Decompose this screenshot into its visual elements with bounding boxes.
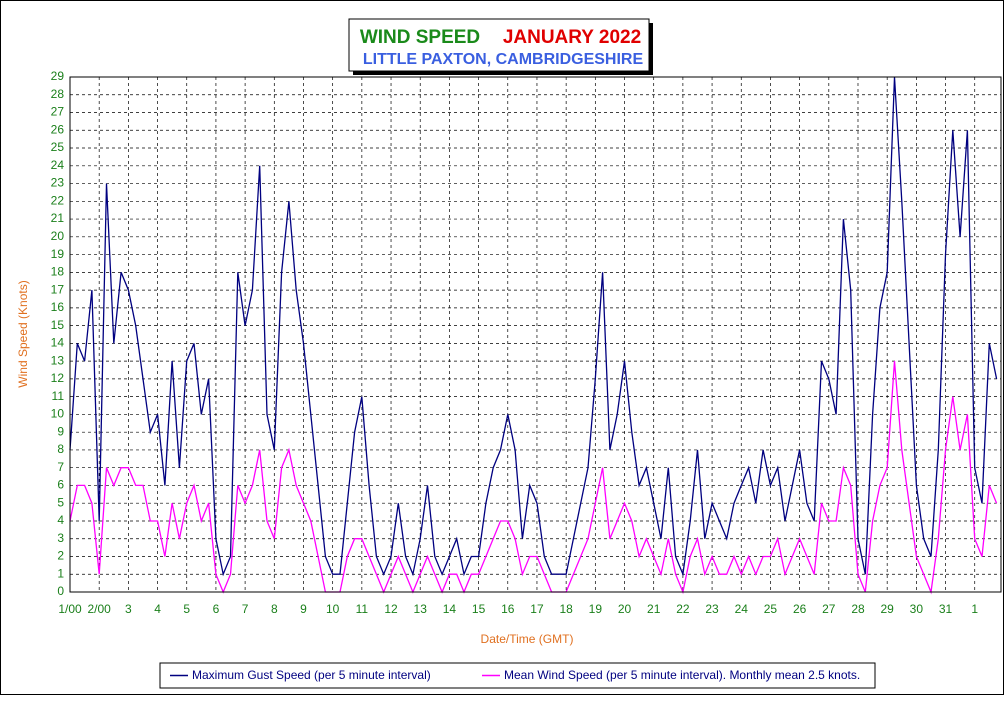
y-tick-label: 6 bbox=[57, 478, 64, 492]
x-tick-label: 22 bbox=[676, 602, 690, 616]
y-tick-label: 23 bbox=[51, 176, 65, 190]
x-tick-label: 19 bbox=[589, 602, 603, 616]
chart-subtitle: LITTLE PAXTON, CAMBRIDGESHIRE bbox=[363, 51, 644, 68]
series-line bbox=[69, 76, 998, 577]
x-tick-label: 24 bbox=[735, 602, 749, 616]
y-tick-label: 0 bbox=[57, 584, 64, 598]
x-tick-label: 23 bbox=[705, 602, 719, 616]
x-tick-label: 29 bbox=[880, 602, 894, 616]
legend-label: Mean Wind Speed (per 5 minute interval).… bbox=[504, 668, 860, 682]
y-tick-label: 7 bbox=[57, 460, 64, 474]
plot-area bbox=[69, 76, 1002, 593]
y-tick-label: 29 bbox=[51, 69, 65, 83]
y-tick-label: 20 bbox=[51, 229, 65, 243]
y-tick-label: 4 bbox=[57, 513, 64, 527]
x-tick-label: 16 bbox=[501, 602, 515, 616]
x-tick-label: 30 bbox=[910, 602, 924, 616]
x-tick-label: 1/00 bbox=[58, 602, 82, 616]
y-tick-label: 3 bbox=[57, 531, 64, 545]
y-tick-label: 11 bbox=[52, 389, 65, 403]
x-tick-label: 15 bbox=[472, 602, 486, 616]
x-tick-label: 8 bbox=[271, 602, 278, 616]
x-tick-label: 20 bbox=[618, 602, 632, 616]
x-tick-label: 10 bbox=[326, 602, 340, 616]
x-tick-label: 7 bbox=[242, 602, 249, 616]
x-tick-label: 13 bbox=[414, 602, 428, 616]
x-axis-label: Date/Time (GMT) bbox=[481, 632, 574, 646]
x-tick-label: 3 bbox=[125, 602, 132, 616]
x-tick-label: 17 bbox=[530, 602, 544, 616]
y-tick-label: 16 bbox=[51, 300, 65, 314]
chart-title-date: JANUARY 2022 bbox=[503, 27, 641, 48]
y-tick-label: 24 bbox=[51, 158, 65, 172]
y-tick-label: 8 bbox=[57, 442, 64, 456]
y-tick-label: 19 bbox=[51, 247, 65, 261]
y-tick-label: 22 bbox=[51, 193, 65, 207]
x-tick-label: 25 bbox=[764, 602, 778, 616]
x-tick-label: 18 bbox=[559, 602, 573, 616]
x-tick-label: 12 bbox=[384, 602, 398, 616]
y-tick-label: 12 bbox=[51, 371, 65, 385]
y-tick-label: 14 bbox=[51, 336, 65, 350]
chart-title: WIND SPEED bbox=[360, 27, 480, 48]
plot-border bbox=[69, 76, 1002, 593]
x-tick-label: 5 bbox=[183, 602, 190, 616]
x-tick-label: 1 bbox=[971, 602, 978, 616]
y-tick-label: 9 bbox=[57, 424, 64, 438]
title-box bbox=[348, 18, 650, 72]
y-tick-label: 18 bbox=[51, 265, 65, 279]
y-tick-label: 1 bbox=[57, 566, 64, 580]
y-tick-label: 27 bbox=[51, 105, 65, 119]
series-line bbox=[69, 361, 998, 595]
x-tick-label: 26 bbox=[793, 602, 807, 616]
y-axis-label: Wind Speed (Knots) bbox=[16, 280, 30, 387]
x-tick-label: 31 bbox=[939, 602, 953, 616]
legend bbox=[159, 662, 876, 689]
x-tick-label: 14 bbox=[443, 602, 457, 616]
y-tick-label: 13 bbox=[51, 353, 65, 367]
x-tick-label: 2/00 bbox=[88, 602, 112, 616]
x-tick-label: 21 bbox=[647, 602, 661, 616]
y-tick-label: 26 bbox=[51, 122, 65, 136]
y-tick-label: 21 bbox=[51, 211, 65, 225]
legend-label: Maximum Gust Speed (per 5 minute interva… bbox=[192, 668, 431, 682]
x-tick-label: 28 bbox=[851, 602, 865, 616]
y-tick-label: 10 bbox=[51, 407, 65, 421]
y-tick-label: 25 bbox=[51, 140, 65, 154]
x-tick-label: 6 bbox=[213, 602, 220, 616]
y-tick-label: 17 bbox=[51, 282, 65, 296]
x-tick-label: 27 bbox=[822, 602, 836, 616]
y-tick-label: 15 bbox=[51, 318, 65, 332]
x-tick-label: 9 bbox=[300, 602, 307, 616]
y-tick-label: 28 bbox=[51, 87, 65, 101]
x-tick-label: 11 bbox=[356, 602, 369, 616]
x-tick-label: 4 bbox=[154, 602, 161, 616]
y-tick-label: 5 bbox=[57, 495, 64, 509]
y-tick-label: 2 bbox=[57, 549, 64, 563]
